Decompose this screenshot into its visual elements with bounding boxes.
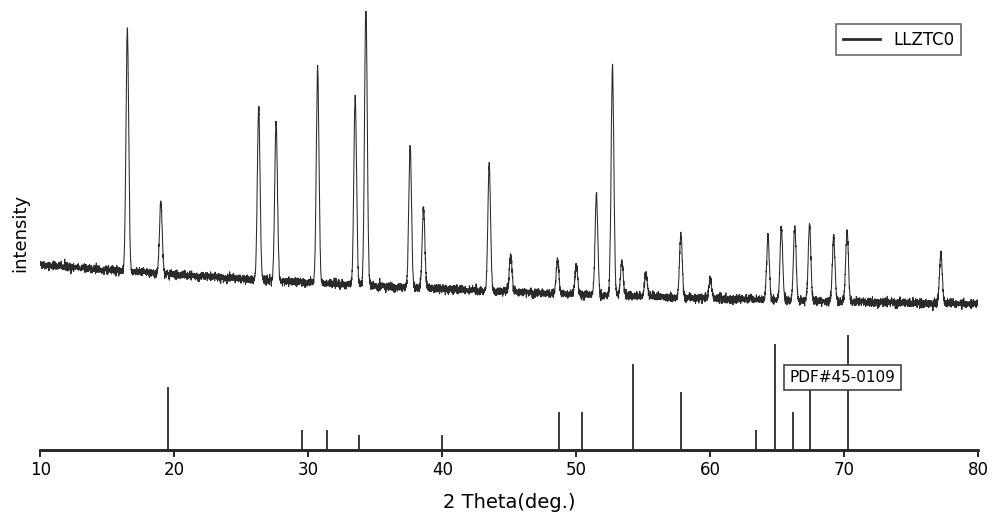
Legend: LLZTC0: LLZTC0 (836, 24, 961, 55)
X-axis label: 2 Theta(deg.): 2 Theta(deg.) (443, 494, 576, 512)
Text: PDF#45-0109: PDF#45-0109 (789, 370, 895, 385)
Y-axis label: intensity: intensity (11, 194, 29, 272)
